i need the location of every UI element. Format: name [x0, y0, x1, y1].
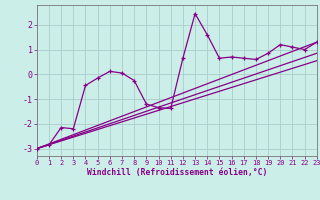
X-axis label: Windchill (Refroidissement éolien,°C): Windchill (Refroidissement éolien,°C) [87, 168, 267, 177]
